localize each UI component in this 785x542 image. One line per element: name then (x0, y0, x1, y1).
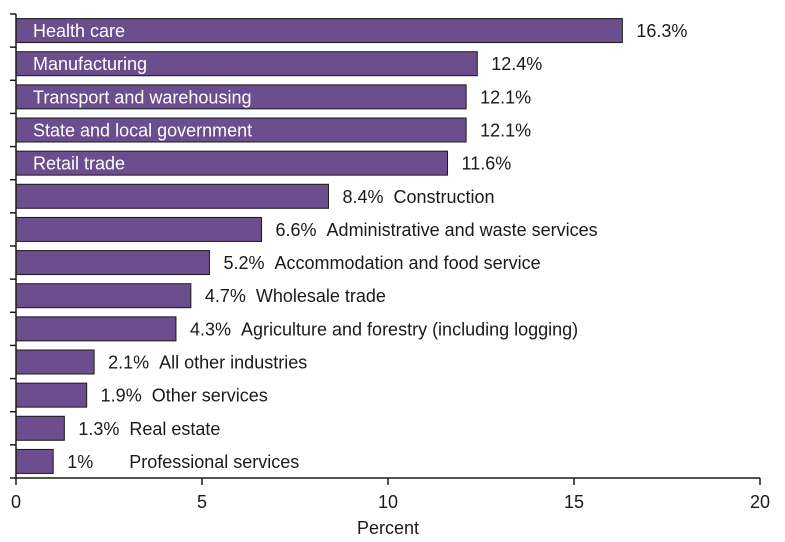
x-tick-label: 5 (197, 492, 207, 512)
bar-value-label: 11.6% (462, 154, 512, 174)
bar (15, 316, 177, 342)
bar-value-label: 1% (67, 452, 93, 472)
bar (15, 150, 449, 176)
axes: 0 5 10 15 20 (10, 13, 770, 512)
bar-labels: Health care 16.3% Manufacturing 12.4% Transp… (33, 21, 687, 472)
bar (15, 382, 88, 408)
bar-value-label: 1.3% (78, 419, 119, 439)
bar-category-label: Professional services (129, 452, 299, 472)
bar-category-label: All other industries (159, 353, 307, 373)
bar-value-label: 12.4% (491, 54, 542, 74)
bar-category-label: Administrative and waste services (327, 220, 598, 240)
x-tick-label: 20 (750, 492, 770, 512)
bar-value-label: 8.4% (342, 187, 383, 207)
bar-category-label: Construction (394, 187, 495, 207)
bar (15, 349, 95, 375)
bar (15, 415, 65, 441)
bar (15, 183, 329, 209)
bar-value-label: 4.7% (205, 286, 246, 306)
bar-value-label: 2.1% (108, 353, 149, 373)
bar-category-label: Wholesale trade (256, 286, 386, 306)
bar (15, 51, 478, 77)
bar-category-label: Real estate (129, 419, 220, 439)
x-tick-label: 15 (564, 492, 584, 512)
bar (15, 250, 210, 276)
bar-category-label: Agriculture and forestry (including logg… (241, 319, 578, 339)
bar-category-label: Transport and warehousing (33, 87, 251, 107)
bar-value-label: 5.2% (223, 253, 264, 273)
bar (15, 117, 467, 143)
bar-value-label: 12.1% (480, 121, 531, 141)
x-tick-label: 0 (11, 492, 21, 512)
bar (15, 18, 623, 44)
bar (15, 84, 467, 110)
bar-value-label: 12.1% (480, 87, 531, 107)
bar (15, 216, 263, 242)
bar-value-label: 1.9% (101, 386, 142, 406)
bar-category-label: Accommodation and food service (274, 253, 540, 273)
x-axis-title: Percent (357, 518, 419, 538)
bar-category-label: Health care (33, 21, 125, 41)
bar-category-label: Other services (152, 386, 268, 406)
bar-value-label: 4.3% (190, 319, 231, 339)
bar-category-label: Manufacturing (33, 54, 147, 74)
bar-value-label: 16.3% (636, 21, 687, 41)
bar (15, 448, 54, 474)
bar-category-label: State and local government (33, 121, 252, 141)
bar-value-label: 6.6% (276, 220, 317, 240)
bars (15, 18, 623, 474)
bar (15, 283, 192, 309)
x-tick-label: 10 (378, 492, 398, 512)
bar-category-label: Retail trade (33, 154, 125, 174)
